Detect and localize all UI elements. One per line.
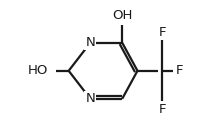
Text: F: F	[176, 64, 183, 77]
Text: F: F	[159, 102, 166, 116]
Text: F: F	[159, 26, 166, 39]
Text: N: N	[86, 36, 95, 49]
Text: OH: OH	[112, 10, 132, 22]
Text: HO: HO	[28, 64, 48, 77]
Text: N: N	[86, 92, 95, 105]
